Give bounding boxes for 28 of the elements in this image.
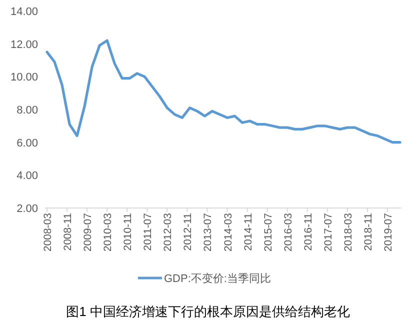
y-tick-label: 10.00 [10, 72, 38, 84]
x-tick-label: 2010-03 [102, 212, 114, 252]
x-tick-label: 2016-11 [302, 212, 314, 251]
line-series [46, 39, 402, 144]
y-tick-label: 2.00 [16, 203, 38, 215]
x-tick-label: 2008-03 [42, 212, 54, 252]
x-tick-label: 2010-11 [122, 212, 134, 251]
y-tick-label: 8.00 [16, 104, 38, 116]
x-tick-label: 2017-07 [322, 212, 334, 252]
x-tick-label: 2018-03 [342, 212, 354, 252]
x-tick-label: 2011-07 [142, 212, 154, 251]
caption: 图1 中国经济增速下行的根本原因是供给结构老化 [66, 304, 350, 319]
x-tick-label: 2019-07 [382, 212, 394, 252]
x-tick-label: 2016-03 [282, 212, 294, 252]
x-tick-label: 2013-07 [202, 212, 214, 252]
x-tick-label: 2012-03 [162, 212, 174, 252]
x-tick-label: 2015-07 [262, 212, 274, 252]
x-tick-label: 2018-11 [362, 212, 374, 251]
y-tick-label: 4.00 [16, 170, 38, 182]
y-tick-label: 6.00 [16, 137, 38, 150]
y-tick-label: 14.00 [10, 6, 38, 18]
x-tick-label: 2012-11 [182, 212, 194, 251]
x-tick-label: 2009-07 [82, 212, 94, 252]
legend-label: GDP:不变价:当季同比 [164, 272, 271, 285]
y-tick-label: 12.00 [10, 38, 38, 51]
x-tick-label: 2014-03 [222, 212, 234, 252]
x-tick-label: 2008-11 [62, 212, 74, 251]
x-tick-label: 2014-11 [242, 212, 254, 251]
